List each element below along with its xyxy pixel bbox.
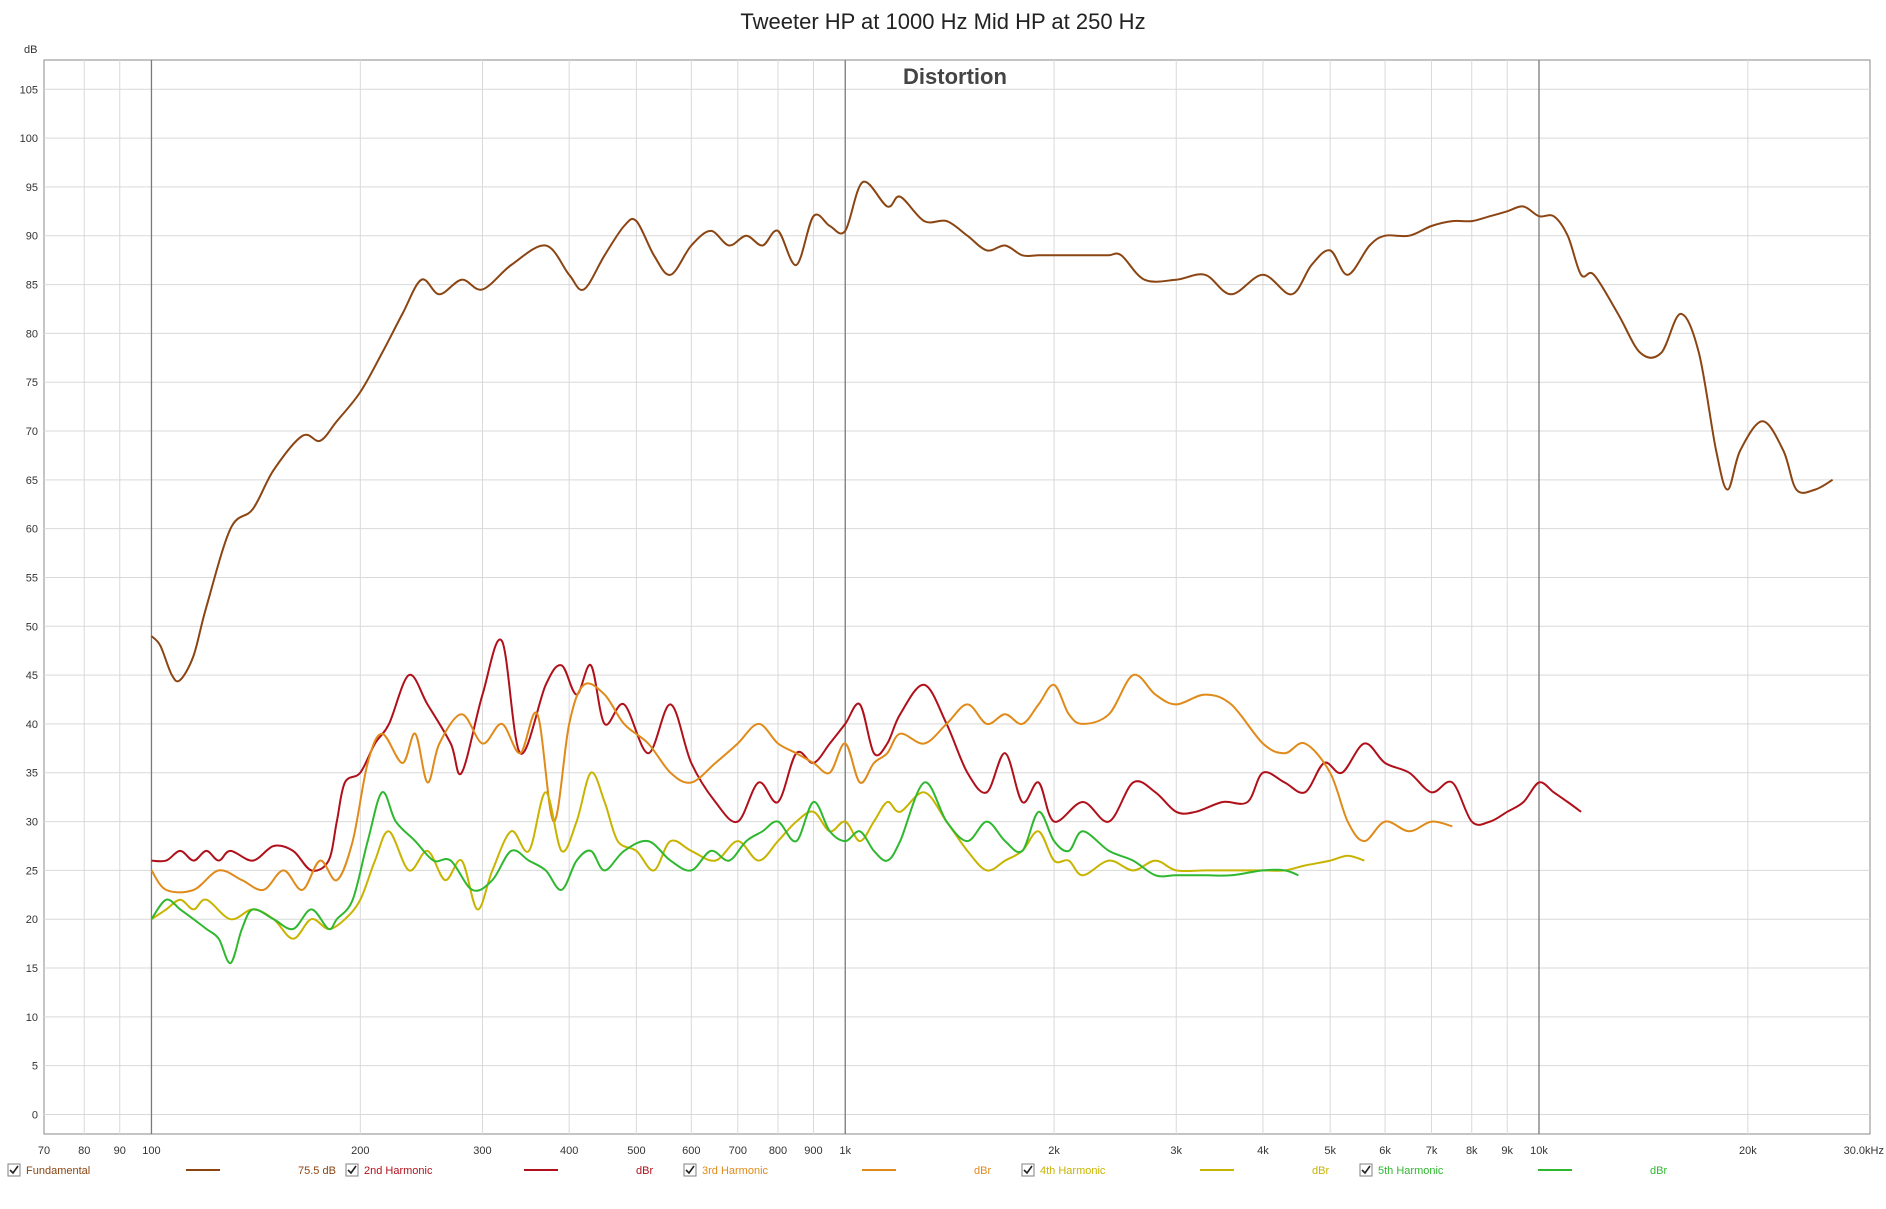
y-tick-label: 70 [26,426,38,438]
checkmark-icon [1023,1165,1033,1175]
y-tick-label: 25 [26,865,38,877]
chart-title: Tweeter HP at 1000 Hz Mid HP at 250 Hz [740,9,1145,34]
y-tick-label: 65 [26,475,38,487]
y-tick-label: 75 [26,377,38,389]
legend-entry-fundamental: Fundamental 75.5 dB [7,1163,336,1177]
y-tick-label: 10 [26,1012,38,1024]
y-axis-tick-labels: 0 5 10 15 20 25 30 35 40 45 50 55 60 65 70 75 80 85 90 95 10… [20,84,38,1121]
x-tick-label: 80 [78,1145,90,1157]
checkmark-icon [685,1165,695,1175]
x-axis-unit-label: 30.0kHz [1844,1145,1884,1157]
series-line-5th-harmonic [150,781,1299,965]
grid-lines [44,60,1870,1134]
x-tick-label: 90 [114,1145,126,1157]
x-tick-label: 1k [839,1145,851,1157]
legend-series-name: 4th Harmonic [1040,1165,1106,1177]
series-line-2nd-harmonic [151,638,1582,872]
legend-entry-4th-harmonic: 4th Harmonic dBr [1021,1163,1329,1177]
legend-series-name: Fundamental [26,1165,90,1177]
y-tick-label: 105 [20,84,38,96]
series-lines [150,180,1834,965]
x-tick-label: 2k [1048,1145,1060,1157]
x-tick-label: 700 [729,1145,747,1157]
legend-checkbox[interactable] [7,1163,21,1177]
y-tick-label: 90 [26,231,38,243]
legend-value-label: dBr [1650,1165,1667,1177]
y-tick-label: 15 [26,963,38,975]
y-tick-label: 20 [26,914,38,926]
x-tick-label: 400 [560,1145,578,1157]
checkmark-icon [1361,1165,1371,1175]
x-tick-label: 5k [1324,1145,1336,1157]
series-line-fundamental [150,180,1834,683]
y-tick-label: 55 [26,572,38,584]
checkmark-icon [347,1165,357,1175]
y-tick-label: 85 [26,280,38,292]
x-tick-label: 70 [38,1145,50,1157]
y-axis-unit-label: dB [24,44,37,56]
y-tick-label: 30 [26,817,38,829]
x-tick-label: 20k [1739,1145,1757,1157]
legend-series-name: 3rd Harmonic [702,1165,769,1177]
legend-entry-5th-harmonic: 5th Harmonic dBr [1359,1163,1667,1177]
x-tick-label: 500 [627,1145,645,1157]
legend-entry-2nd-harmonic: 2nd Harmonic dBr [345,1163,653,1177]
legend-entry-3rd-harmonic: 3rd Harmonic dBr [683,1163,991,1177]
checkmark-icon [9,1165,19,1175]
plot-area [43,59,1871,1135]
x-tick-label: 900 [804,1145,822,1157]
legend: Fundamental 75.5 dB 2nd Harmonic dBr 3rd Har… [7,1163,1667,1177]
x-tick-label: 4k [1257,1145,1269,1157]
y-tick-label: 60 [26,524,38,536]
y-tick-label: 0 [32,1109,38,1121]
y-tick-label: 45 [26,670,38,682]
x-tick-label: 7k [1426,1145,1438,1157]
y-tick-label: 80 [26,328,38,340]
x-tick-label: 10k [1530,1145,1548,1157]
legend-series-name: 5th Harmonic [1378,1165,1444,1177]
x-tick-label: 100 [142,1145,160,1157]
y-tick-label: 40 [26,719,38,731]
x-tick-label: 9k [1501,1145,1513,1157]
chart-subtitle: Distortion [903,64,1007,89]
x-tick-label: 8k [1466,1145,1478,1157]
legend-value-label: dBr [974,1165,991,1177]
legend-value-label: dBr [636,1165,653,1177]
x-tick-label: 600 [682,1145,700,1157]
x-tick-label: 300 [473,1145,491,1157]
series-line-4th-harmonic [150,771,1365,940]
legend-checkbox[interactable] [345,1163,359,1177]
y-tick-label: 5 [32,1061,38,1073]
legend-series-name: 2nd Harmonic [364,1165,433,1177]
legend-checkbox[interactable] [1359,1163,1373,1177]
x-tick-label: 3k [1170,1145,1182,1157]
legend-checkbox[interactable] [1021,1163,1035,1177]
x-tick-label: 800 [769,1145,787,1157]
x-tick-label: 6k [1379,1145,1391,1157]
y-tick-label: 95 [26,182,38,194]
x-tick-label: 200 [351,1145,369,1157]
legend-value-label: dBr [1312,1165,1329,1177]
legend-checkbox[interactable] [683,1163,697,1177]
x-axis-tick-labels: 70 80 90 100 200 300 400 500 600 700 800 900 1k 2k 3k 4… [38,1145,1757,1157]
series-line-3rd-harmonic [150,673,1453,894]
y-tick-label: 50 [26,621,38,633]
legend-value-label: 75.5 dB [298,1165,336,1177]
y-tick-label: 100 [20,133,38,145]
y-tick-label: 35 [26,768,38,780]
